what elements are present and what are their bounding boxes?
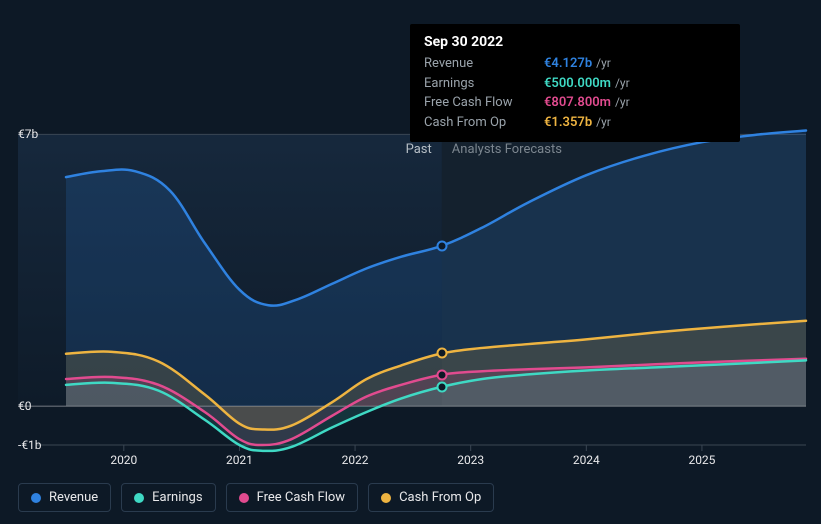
tooltip-row: Cash From Op€1.357b/yr <box>424 113 726 133</box>
legend-item-revenue[interactable]: Revenue <box>18 483 111 512</box>
y-axis-label: -€1b <box>18 438 42 452</box>
x-axis-label: 2023 <box>457 453 484 467</box>
tooltip-unit: /yr <box>596 113 611 131</box>
legend-item-free_cash_flow[interactable]: Free Cash Flow <box>226 483 358 512</box>
past-label: Past <box>406 142 432 157</box>
tooltip-label: Free Cash Flow <box>424 93 544 113</box>
legend-item-earnings[interactable]: Earnings <box>121 483 215 512</box>
x-axis-label: 2022 <box>342 453 369 467</box>
hover-marker-revenue <box>436 240 447 251</box>
legend: Revenue Earnings Free Cash Flow Cash From O… <box>18 483 494 512</box>
tooltip-date: Sep 30 2022 <box>424 34 726 50</box>
x-axis-label: 2024 <box>573 453 600 467</box>
hover-tooltip: Sep 30 2022 Revenue€4.127b/yrEarnings€50… <box>410 24 740 142</box>
y-axis-label: €0 <box>18 399 32 413</box>
legend-dot-icon <box>134 493 144 503</box>
tooltip-label: Cash From Op <box>424 113 544 133</box>
tooltip-row: Earnings€500.000m/yr <box>424 74 726 94</box>
legend-dot-icon <box>239 493 249 503</box>
legend-label: Revenue <box>49 490 98 505</box>
tooltip-row: Free Cash Flow€807.800m/yr <box>424 93 726 113</box>
legend-dot-icon <box>31 493 41 503</box>
tooltip-value: €807.800m <box>544 93 611 113</box>
tooltip-value: €500.000m <box>544 74 611 94</box>
hover-marker-cash_from_op <box>436 348 447 359</box>
legend-label: Earnings <box>152 490 202 505</box>
tooltip-value: €4.127b <box>544 54 592 74</box>
legend-label: Cash From Op <box>399 490 481 505</box>
x-axis-label: 2020 <box>110 453 137 467</box>
tooltip-unit: /yr <box>596 54 611 72</box>
tooltip-unit: /yr <box>615 74 630 92</box>
tooltip-value: €1.357b <box>544 113 592 133</box>
legend-item-cash_from_op[interactable]: Cash From Op <box>368 483 494 512</box>
x-axis-label: 2025 <box>688 453 715 467</box>
legend-label: Free Cash Flow <box>257 490 345 505</box>
tooltip-label: Revenue <box>424 54 544 74</box>
tooltip-label: Earnings <box>424 74 544 94</box>
hover-marker-earnings <box>436 381 447 392</box>
y-axis-label: €7b <box>18 127 38 141</box>
forecast-label: Analysts Forecasts <box>452 142 562 157</box>
legend-dot-icon <box>381 493 391 503</box>
tooltip-row: Revenue€4.127b/yr <box>424 54 726 74</box>
x-axis-label: 2021 <box>226 453 253 467</box>
tooltip-unit: /yr <box>615 93 630 111</box>
hover-marker-free_cash_flow <box>436 369 447 380</box>
